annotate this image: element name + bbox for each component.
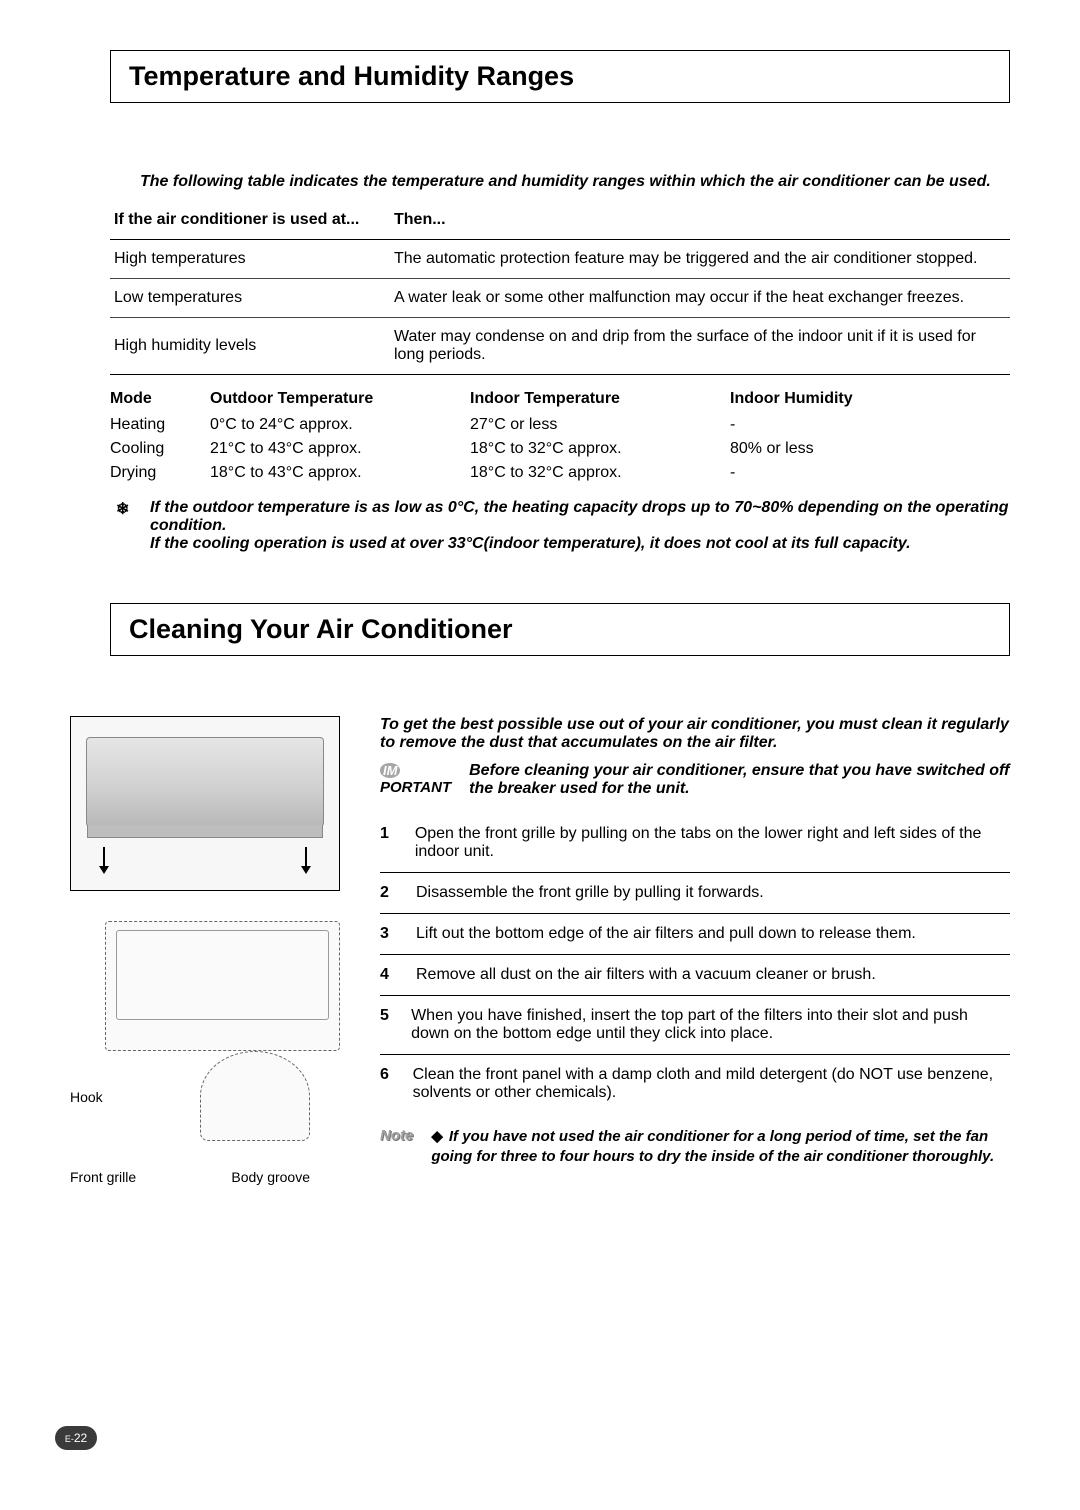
section-heading-1: Temperature and Humidity Ranges bbox=[110, 50, 1010, 103]
conditions-table: If the air conditioner is used at... The… bbox=[110, 201, 1010, 375]
images-column: Hook Front grille Body groove bbox=[70, 716, 340, 1191]
td-cond-0: High temperatures bbox=[110, 240, 390, 279]
th-outdoor: Outdoor Temperature bbox=[210, 387, 470, 413]
note-label: Note bbox=[380, 1127, 413, 1168]
text-column: To get the best possible use out of your… bbox=[380, 716, 1010, 1191]
important-bubble-icon: IM bbox=[380, 763, 400, 778]
mode-table: Mode Outdoor Temperature Indoor Temperat… bbox=[110, 387, 910, 485]
cell-cooling-mode: Cooling bbox=[110, 437, 210, 461]
step-4: 4 Remove all dust on the air filters with… bbox=[380, 955, 1010, 996]
step-1: 1 Open the front grille by pulling on the… bbox=[380, 814, 1010, 873]
cell-drying-in: 18°C to 32°C approx. bbox=[470, 461, 730, 485]
steps-list: 1 Open the front grille by pulling on the… bbox=[380, 814, 1010, 1113]
td-cond-2: High humidity levels bbox=[110, 318, 390, 375]
step-num: 5 bbox=[380, 1007, 389, 1043]
step-text: Disassemble the front grille by pulling … bbox=[416, 884, 764, 902]
step-num: 4 bbox=[380, 966, 394, 984]
label-hook: Hook bbox=[70, 1089, 103, 1105]
cell-heating-mode: Heating bbox=[110, 413, 210, 437]
ac-photo bbox=[70, 716, 340, 891]
section-heading-2: Cleaning Your Air Conditioner bbox=[110, 603, 1010, 656]
cell-drying-hum: - bbox=[730, 461, 910, 485]
th-then: Then... bbox=[390, 201, 1010, 240]
page-number: 22 bbox=[74, 1431, 87, 1445]
intro-text: The following table indicates the temper… bbox=[140, 173, 1010, 191]
td-desc-2: Water may condense on and drip from the … bbox=[390, 318, 1010, 375]
step-6: 6 Clean the front panel with a damp cloth… bbox=[380, 1055, 1010, 1113]
th-mode: Mode bbox=[110, 387, 210, 413]
th-humidity: Indoor Humidity bbox=[730, 387, 910, 413]
step-text: Open the front grille by pulling on the … bbox=[415, 825, 1010, 861]
cell-heating-out: 0°C to 24°C approx. bbox=[210, 413, 470, 437]
asterisk-text-2: If the cooling operation is used at over… bbox=[150, 535, 911, 552]
th-indoor: Indoor Temperature bbox=[470, 387, 730, 413]
step-text: Clean the front panel with a damp cloth … bbox=[413, 1066, 1010, 1102]
step-num: 1 bbox=[380, 825, 393, 861]
ac-sketch-shape bbox=[105, 921, 340, 1051]
grille-detail-shape bbox=[200, 1051, 310, 1141]
diamond-icon: ◆ bbox=[431, 1128, 443, 1145]
arrow-down-icon bbox=[305, 847, 307, 872]
step-num: 2 bbox=[380, 884, 394, 902]
step-text: When you have finished, insert the top p… bbox=[411, 1007, 1010, 1043]
th-condition: If the air conditioner is used at... bbox=[110, 201, 390, 240]
step-5: 5 When you have finished, insert the top … bbox=[380, 996, 1010, 1055]
important-label-text: PORTANT bbox=[380, 779, 451, 796]
step-3: 3 Lift out the bottom edge of the air fil… bbox=[380, 914, 1010, 955]
cell-cooling-out: 21°C to 43°C approx. bbox=[210, 437, 470, 461]
cell-cooling-in: 18°C to 32°C approx. bbox=[470, 437, 730, 461]
cell-heating-hum: - bbox=[730, 413, 910, 437]
note-block: Note ◆If you have not used the air condi… bbox=[380, 1127, 1010, 1168]
step-2: 2 Disassemble the front grille by pulling… bbox=[380, 873, 1010, 914]
important-text: Before cleaning your air conditioner, en… bbox=[469, 762, 1010, 798]
arrow-down-icon bbox=[103, 847, 105, 872]
step-num: 6 bbox=[380, 1066, 391, 1102]
asterisk-icon: ❄ bbox=[116, 499, 129, 519]
cell-drying-out: 18°C to 43°C approx. bbox=[210, 461, 470, 485]
important-block: IMPORTANT Before cleaning your air condi… bbox=[380, 762, 1010, 798]
ac-diagram: Hook Front grille Body groove bbox=[70, 911, 340, 1191]
step-text: Lift out the bottom edge of the air filt… bbox=[416, 925, 916, 943]
td-cond-1: Low temperatures bbox=[110, 279, 390, 318]
label-front-grille: Front grille bbox=[70, 1169, 136, 1185]
page-number-badge: E-22 bbox=[55, 1426, 97, 1450]
important-label: IMPORTANT bbox=[380, 762, 451, 798]
asterisk-note: ❄ If the outdoor temperature is as low a… bbox=[150, 499, 1010, 553]
label-body-groove: Body groove bbox=[231, 1169, 310, 1185]
cell-drying-mode: Drying bbox=[110, 461, 210, 485]
note-text: ◆If you have not used the air conditione… bbox=[431, 1127, 1010, 1168]
cell-heating-in: 27°C or less bbox=[470, 413, 730, 437]
step-text: Remove all dust on the air filters with … bbox=[416, 966, 876, 984]
asterisk-text-1: If the outdoor temperature is as low as … bbox=[150, 499, 1009, 534]
lead-text: To get the best possible use out of your… bbox=[380, 716, 1010, 752]
td-desc-0: The automatic protection feature may be … bbox=[390, 240, 1010, 279]
note-text-content: If you have not used the air conditioner… bbox=[431, 1128, 994, 1165]
step-num: 3 bbox=[380, 925, 394, 943]
cell-cooling-hum: 80% or less bbox=[730, 437, 910, 461]
td-desc-1: A water leak or some other malfunction m… bbox=[390, 279, 1010, 318]
ac-unit-shape bbox=[86, 737, 324, 827]
page-prefix: E- bbox=[65, 1434, 74, 1444]
